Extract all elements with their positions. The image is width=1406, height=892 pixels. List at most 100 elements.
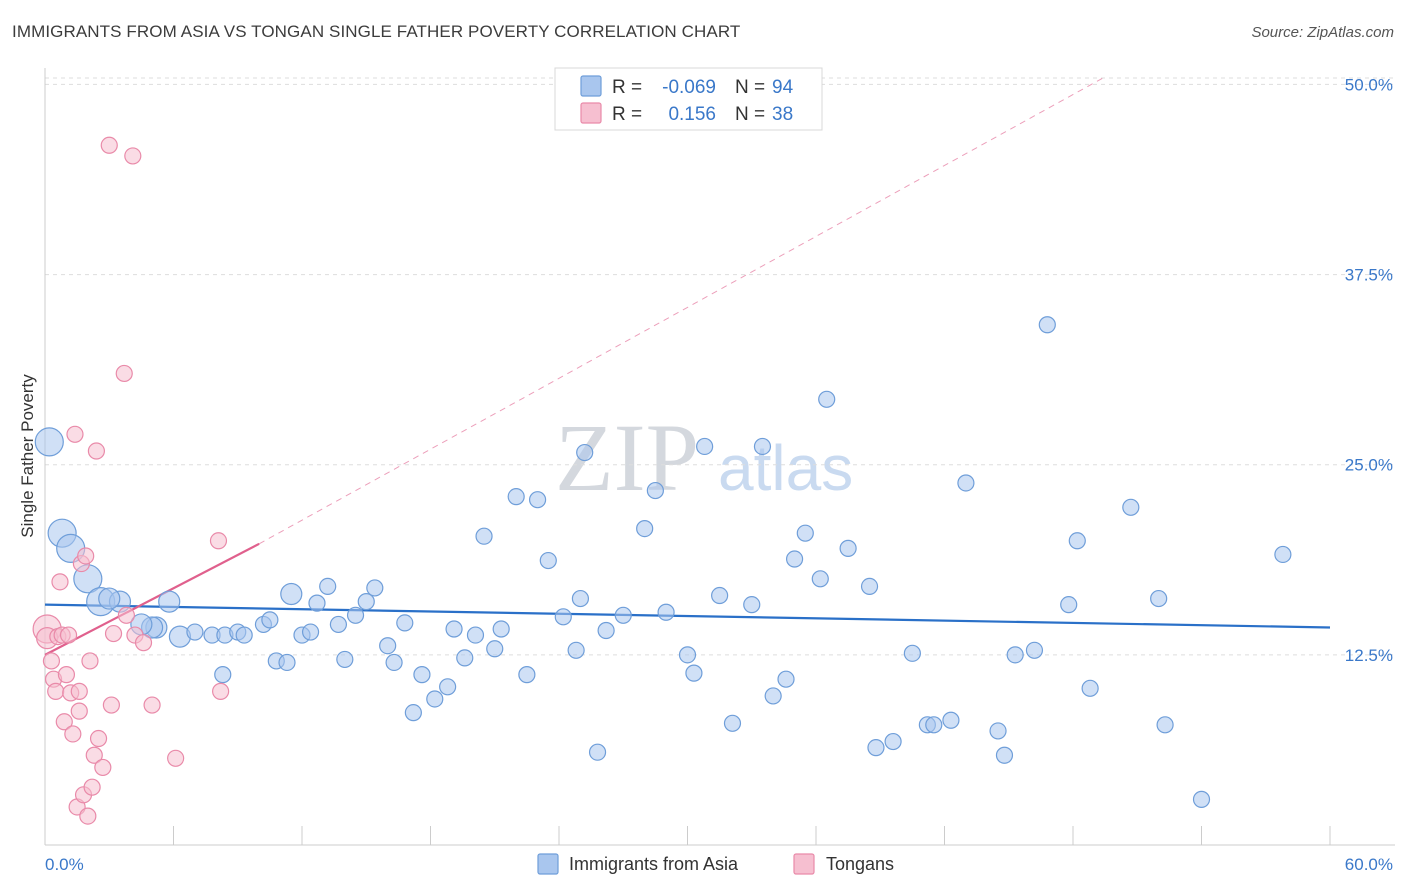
x-ticks xyxy=(173,826,1331,845)
data-point-asia xyxy=(1122,498,1140,516)
data-point-asia xyxy=(214,666,232,684)
series-legend: Immigrants from Asia Tongans xyxy=(537,853,894,875)
data-point-asia xyxy=(867,739,885,757)
legend-n-label-blue: N = xyxy=(735,77,765,98)
bottom-legend-swatch-blue xyxy=(537,853,559,875)
data-point-asia xyxy=(811,570,829,588)
data-point-asia xyxy=(753,437,772,456)
data-point-asia xyxy=(554,608,572,626)
data-point-asia xyxy=(329,615,348,634)
data-point-tongans xyxy=(70,682,88,700)
data-point-tongans xyxy=(70,702,88,720)
data-point-tongans xyxy=(89,729,108,748)
data-point-asia xyxy=(366,579,384,597)
data-point-asia xyxy=(445,620,463,638)
legend-r-value-blue: -0.069 xyxy=(662,77,716,98)
data-point-tongans xyxy=(104,624,123,643)
data-point-asia xyxy=(1068,532,1086,550)
data-point-asia xyxy=(34,427,64,457)
data-point-asia xyxy=(995,746,1014,764)
data-point-asia xyxy=(404,704,422,722)
data-point-asia xyxy=(319,577,337,596)
bottom-legend-label-tongans: Tongans xyxy=(826,854,894,874)
legend-swatch-blue xyxy=(580,75,602,97)
data-point-tongans xyxy=(87,442,106,460)
data-point-tongans xyxy=(83,778,101,796)
data-point-asia xyxy=(785,550,804,568)
data-point-tongans xyxy=(47,682,65,700)
trend-line-asia xyxy=(44,603,1331,629)
data-point-asia xyxy=(379,637,397,655)
y-tick-label: 50.0% xyxy=(1345,75,1393,94)
data-point-tongans xyxy=(94,758,112,777)
data-point-asia xyxy=(308,594,326,612)
series-tongans xyxy=(32,136,230,825)
data-point-tongans xyxy=(79,807,97,825)
data-point-asia xyxy=(475,527,493,545)
trend-lines xyxy=(44,76,1331,656)
data-point-asia xyxy=(903,644,921,662)
data-point-tongans xyxy=(55,713,73,731)
data-point-asia xyxy=(636,519,654,538)
bottom-legend-label-asia: Immigrants from Asia xyxy=(569,854,739,874)
data-point-asia xyxy=(301,623,320,641)
legend-n-label-pink: N = xyxy=(735,104,765,125)
data-point-asia xyxy=(385,653,403,672)
data-point-asia xyxy=(456,649,474,667)
data-point-asia xyxy=(723,714,742,732)
x-tick-label-max: 60.0% xyxy=(1345,855,1393,874)
data-point-asia xyxy=(439,678,457,696)
data-point-asia xyxy=(413,666,431,684)
data-point-tongans xyxy=(81,652,99,670)
data-point-asia xyxy=(657,603,675,621)
data-point-asia xyxy=(646,481,664,500)
data-point-tongans xyxy=(167,749,185,767)
data-point-asia xyxy=(528,491,547,509)
data-point-tongans xyxy=(115,364,133,383)
y-tick-label: 25.0% xyxy=(1345,456,1393,475)
data-point-asia xyxy=(426,690,444,708)
data-point-asia xyxy=(280,582,303,606)
data-point-asia xyxy=(571,589,590,608)
y-tick-label: 12.5% xyxy=(1345,646,1393,665)
data-point-tongans xyxy=(42,652,61,670)
axes xyxy=(44,68,1395,846)
trend-line-tongans xyxy=(44,542,260,656)
correlation-legend: R = -0.069 N = 94 R = 0.156 N = 38 xyxy=(554,67,823,131)
data-point-tongans xyxy=(209,532,228,550)
data-point-asia xyxy=(1274,545,1292,564)
legend-n-value-pink: 38 xyxy=(772,104,793,125)
y-tick-label: 37.5% xyxy=(1345,266,1393,285)
data-point-asia xyxy=(486,640,504,658)
data-point-asia xyxy=(396,614,414,632)
data-point-tongans xyxy=(134,634,153,652)
data-point-tongans xyxy=(77,547,95,565)
data-point-asia xyxy=(764,687,782,705)
watermark-atlas: atlas xyxy=(718,432,853,504)
legend-r-label-pink: R = xyxy=(612,104,642,125)
data-point-asia xyxy=(235,626,253,644)
bottom-legend-swatch-pink xyxy=(793,853,815,875)
data-point-asia xyxy=(1006,646,1024,664)
x-tick-label-min: 0.0% xyxy=(45,855,84,874)
data-point-asia xyxy=(1156,716,1174,734)
data-point-asia xyxy=(588,743,607,761)
data-point-tongans xyxy=(59,626,78,644)
data-point-asia xyxy=(796,524,814,542)
data-point-asia xyxy=(685,664,703,682)
data-point-asia xyxy=(336,650,354,669)
data-point-asia xyxy=(1038,316,1056,334)
data-point-tongans xyxy=(51,573,69,591)
data-point-asia xyxy=(539,551,557,570)
trend-line-tongans-extension xyxy=(258,76,1106,545)
chart-title: IMMIGRANTS FROM ASIA VS TONGAN SINGLE FA… xyxy=(12,22,741,41)
data-point-asia xyxy=(711,586,729,605)
data-point-asia xyxy=(597,621,615,640)
data-point-asia xyxy=(492,620,510,638)
data-point-asia xyxy=(567,641,585,659)
series-immigrants-from-asia xyxy=(34,316,1292,808)
data-point-asia xyxy=(346,606,365,624)
data-point-asia xyxy=(1192,790,1211,808)
data-point-asia xyxy=(186,623,204,641)
